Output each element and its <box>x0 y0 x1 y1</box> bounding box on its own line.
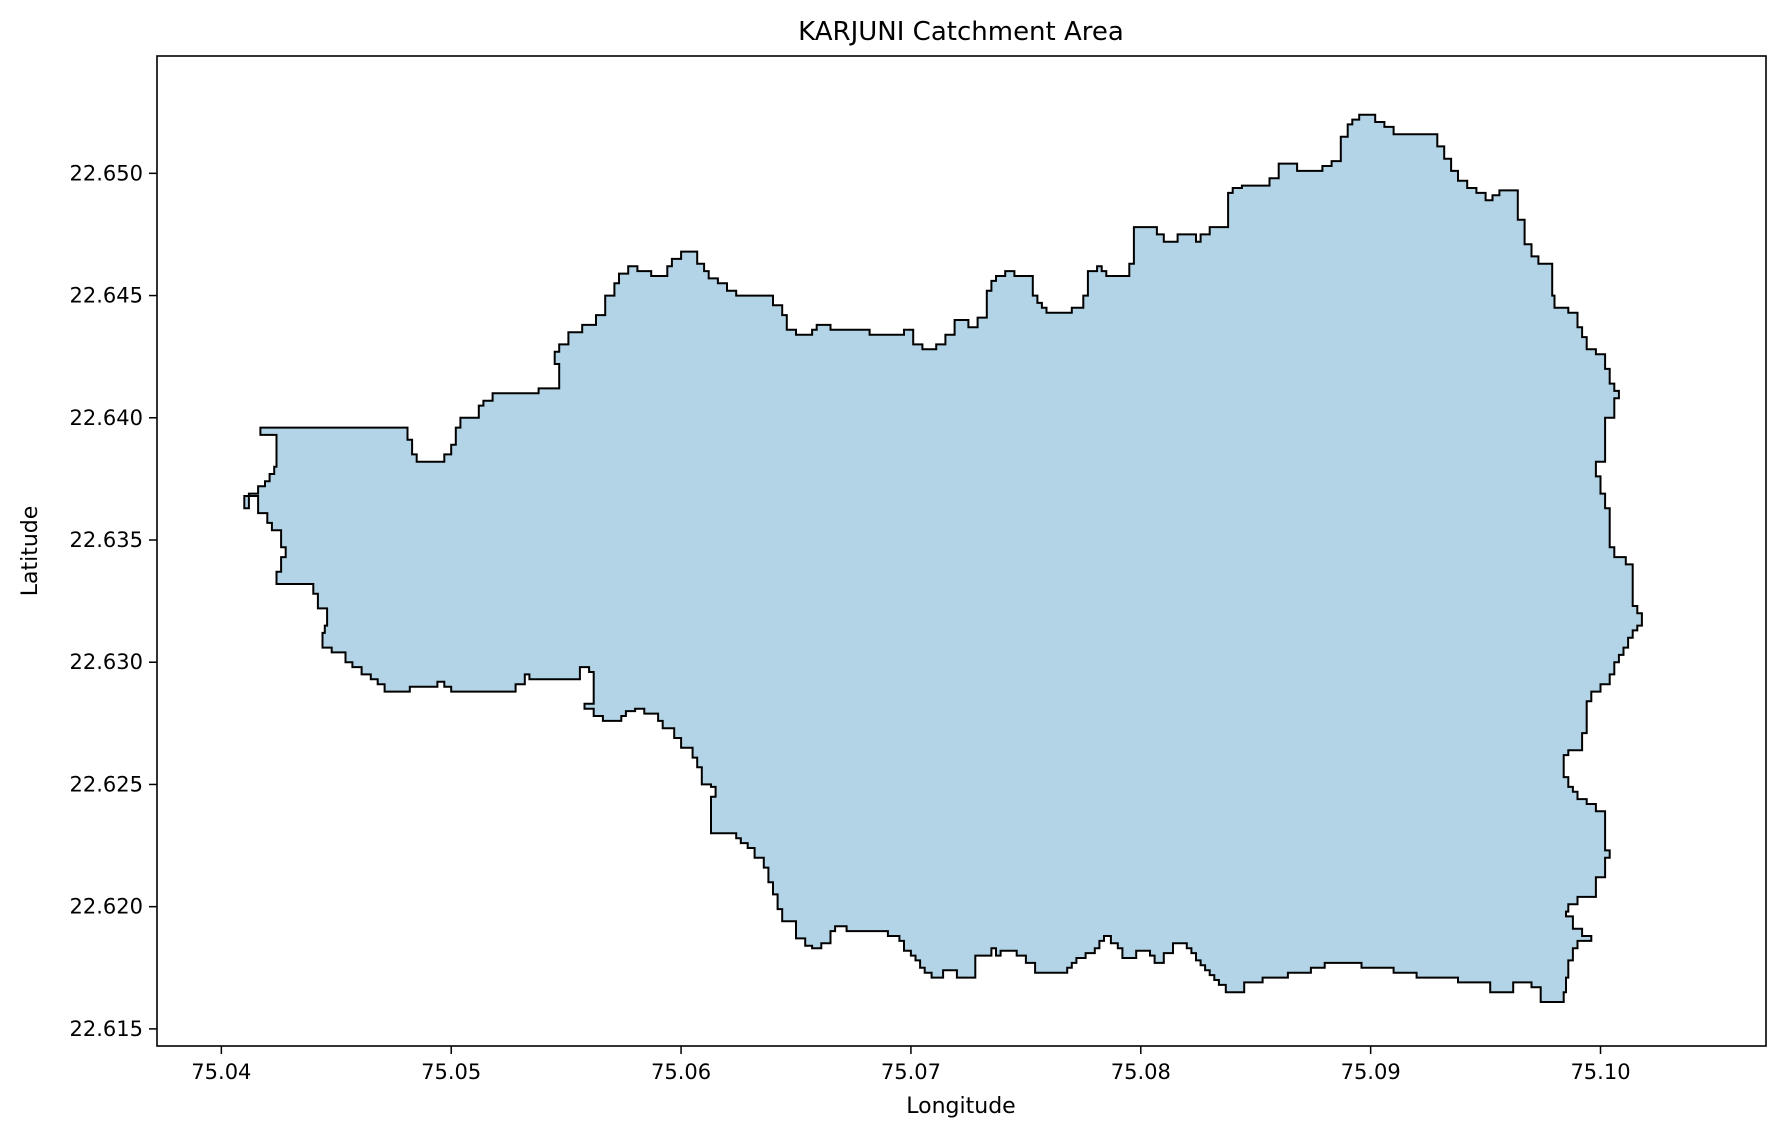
x-tick-label: 75.05 <box>421 1060 481 1084</box>
y-tick-label: 22.620 <box>70 895 143 919</box>
y-tick-label: 22.645 <box>70 284 143 308</box>
x-tick-label: 75.08 <box>1111 1060 1171 1084</box>
plot-area <box>156 55 1767 1047</box>
y-tick-label: 22.635 <box>70 528 143 552</box>
y-tick-label: 22.630 <box>70 650 143 674</box>
y-tick-label: 22.650 <box>70 161 143 185</box>
catchment-polygon <box>243 113 1643 1003</box>
x-axis: 75.04 75.05 75.06 75.07 75.08 75.09 75.10 <box>191 1046 1631 1084</box>
y-tick-label: 22.625 <box>70 772 143 796</box>
x-tick-label: 75.07 <box>881 1060 941 1084</box>
plot-frame <box>156 55 1767 1047</box>
y-tick-label: 22.615 <box>70 1017 143 1041</box>
y-axis: 22.615 22.620 22.625 22.630 22.635 22.640 22.6… <box>70 161 157 1041</box>
x-axis-label: Longitude <box>906 1094 1015 1119</box>
y-axis-label: Latitude <box>18 506 43 597</box>
x-tick-label: 75.04 <box>191 1060 251 1084</box>
x-tick-label: 75.09 <box>1341 1060 1401 1084</box>
y-tick-label: 22.640 <box>70 406 143 430</box>
x-tick-label: 75.06 <box>651 1060 711 1084</box>
x-tick-label: 75.10 <box>1570 1060 1630 1084</box>
map-title: KARJUNI Catchment Area <box>798 17 1124 47</box>
